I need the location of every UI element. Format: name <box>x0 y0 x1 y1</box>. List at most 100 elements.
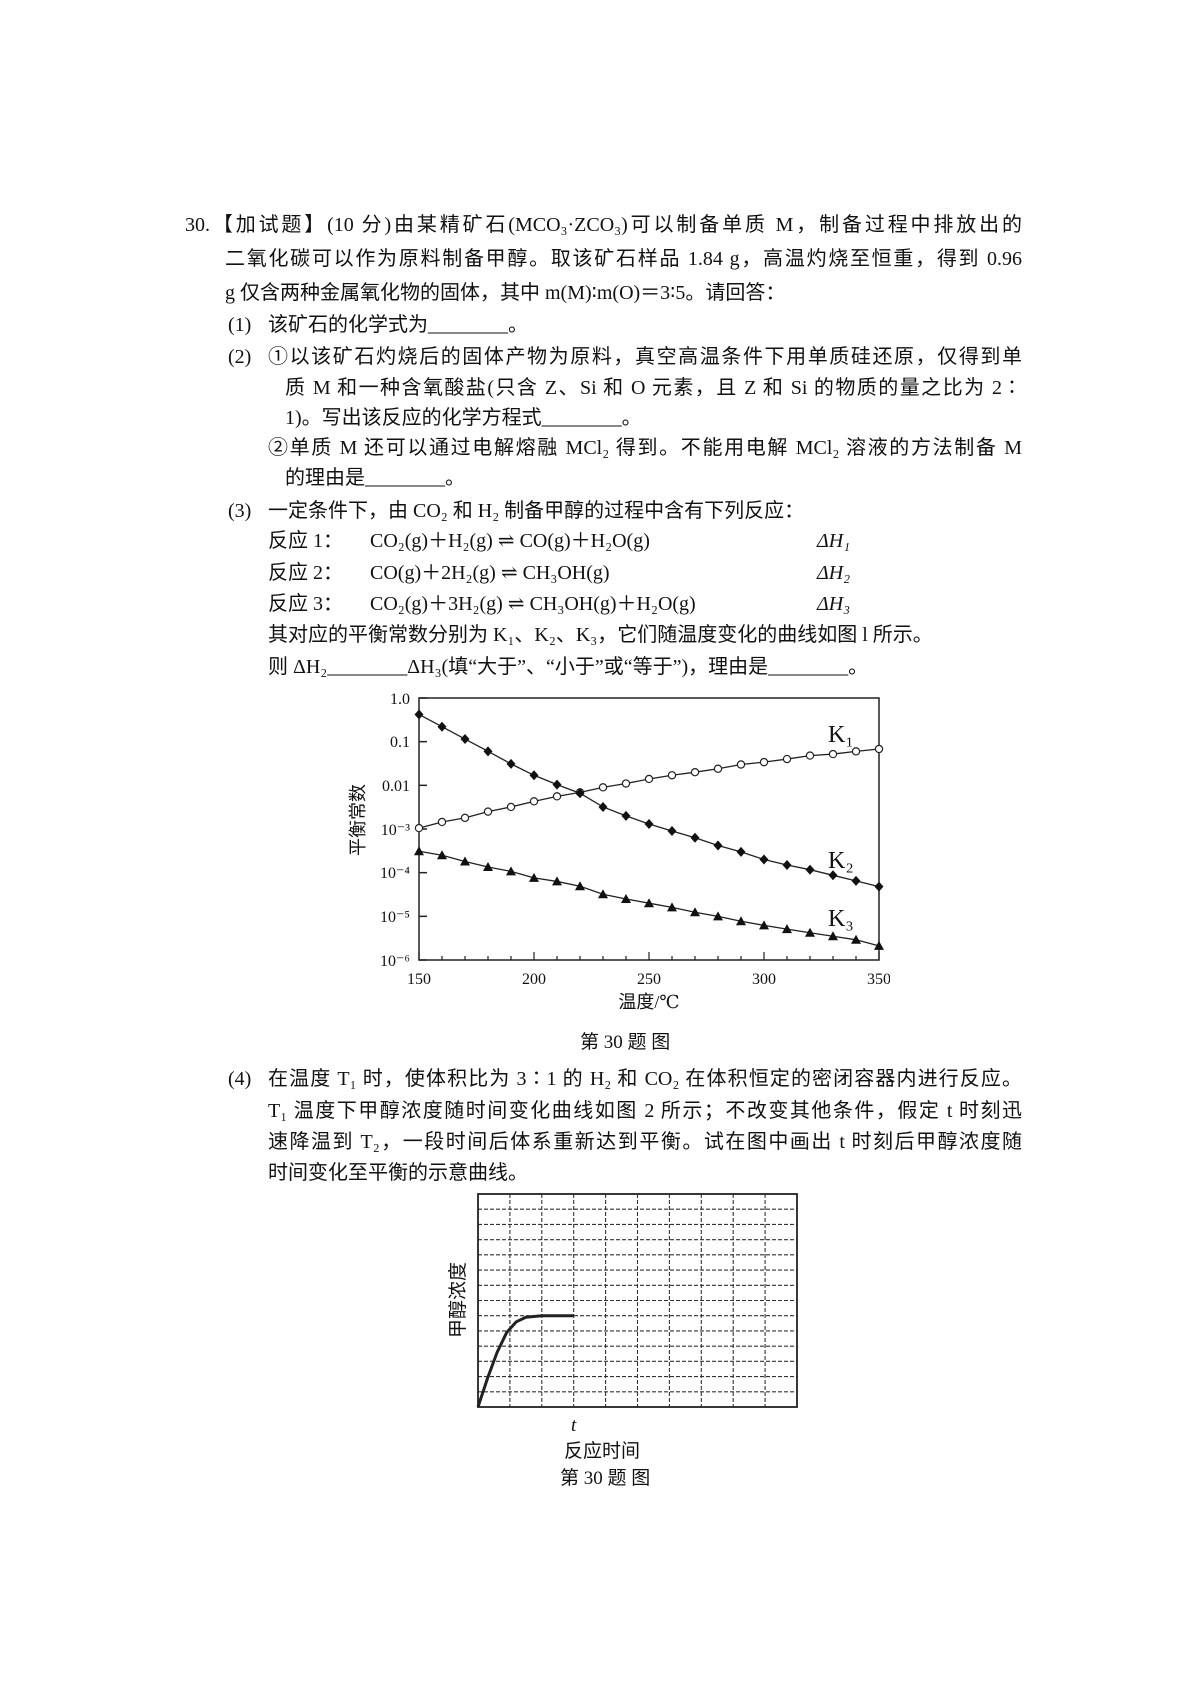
y-axis-label: 平衡常数 <box>348 784 368 856</box>
data-point-k1 <box>621 779 631 788</box>
data-point-k1 <box>483 807 493 816</box>
part4-line: 在温度 T₁ 时，使体积比为 3∶1 的 H₂ 和 CO₂ 在体积恒定的密闭容器… <box>268 1068 1022 1090</box>
reaction-label: 反应 2： <box>268 562 343 584</box>
data-point-k3 <box>805 927 815 937</box>
data-point-k3 <box>483 861 493 871</box>
data-point-k3 <box>552 876 562 886</box>
data-point-k1 <box>506 802 516 812</box>
x-axis-label: 温度/℃ <box>618 992 679 1012</box>
methanol-concentration-grid[interactable]: 甲醇浓度 t 反应时间 <box>440 1185 820 1495</box>
series-line-1 <box>418 748 880 829</box>
data-point-k2 <box>529 770 539 781</box>
data-point-k3 <box>736 916 746 926</box>
reaction-enthalpy: ΔH₂ <box>817 562 851 584</box>
data-point-k1 <box>713 764 723 773</box>
data-point-k3 <box>851 934 861 944</box>
data-point-k3 <box>874 940 884 950</box>
data-point-k2 <box>782 859 792 870</box>
data-point-k2 <box>437 721 447 732</box>
data-point-k2 <box>483 746 493 757</box>
series-label-k1: K₁ <box>828 722 854 748</box>
data-point-k1 <box>552 792 562 801</box>
data-point-k3 <box>506 866 516 876</box>
x-tick-label: 150 <box>407 971 431 988</box>
data-point-k1 <box>782 754 792 764</box>
series-label-k3: K₃ <box>828 906 854 932</box>
data-point-k1 <box>460 813 470 823</box>
part4-line: T₁ 温度下甲醇浓度随时间变化曲线如图 2 所示；不改变其他条件，假定 t 时刻… <box>268 1100 1022 1122</box>
data-point-k3 <box>782 924 792 934</box>
part4-line: 速降温到 T₂，一段时间后体系重新达到平衡。试在图中画出 t 时刻后甲醇浓度随 <box>268 1131 1022 1153</box>
data-point-k2 <box>621 810 631 821</box>
data-point-k2 <box>667 825 677 836</box>
y-tick-label: 10⁻⁶ <box>380 953 410 970</box>
y-tick-label: 0.1 <box>390 734 410 751</box>
data-point-k1 <box>874 744 884 754</box>
data-point-k1 <box>414 823 424 833</box>
y-tick-label: 10⁻⁵ <box>380 909 410 926</box>
part-number: (4) <box>228 1068 252 1090</box>
series-label-k2: K₂ <box>828 848 854 874</box>
data-point-k2 <box>690 832 700 843</box>
part2-line: ①以该矿石灼烧后的固体产物为原料，真空高温条件下用单质硅还原，仅得到单 <box>268 346 1022 368</box>
data-point-k3 <box>667 902 677 912</box>
reaction-enthalpy: ΔH₃ <box>817 593 851 615</box>
part2-line: 的理由是________。 <box>285 467 465 489</box>
part3-line: 则 ΔH₂________ΔH₃(填“大于”、“小于”或“等于”)，理由是___… <box>268 656 869 678</box>
data-point-k3 <box>460 856 470 866</box>
data-point-k3 <box>621 893 631 903</box>
data-point-k2 <box>644 819 654 830</box>
figure-caption: 第 30 题 图 <box>580 1032 671 1053</box>
data-point-k3 <box>644 898 654 908</box>
data-point-k2 <box>414 709 424 720</box>
data-point-k2 <box>460 734 470 745</box>
data-point-k2 <box>828 870 838 881</box>
part2-line: 1)。写出该反应的化学方程式________。 <box>285 407 642 429</box>
reaction-label: 反应 3： <box>268 593 343 615</box>
x-tick-label: 300 <box>752 971 776 988</box>
y-tick-label: 10⁻³ <box>381 822 410 839</box>
question-line: 30.【加试题】(10 分)由某精矿石(MCO₃·ZCO₃)可以制备单质 M，制… <box>185 214 1022 236</box>
data-point-k2 <box>759 854 769 865</box>
reaction-equation: CO(g)＋2H₂(g) ⇌ CH₃OH(g) <box>370 562 610 584</box>
y-tick-label: 1.0 <box>390 691 410 708</box>
figure-caption: 第 30 题 图 <box>560 1468 651 1489</box>
data-point-k2 <box>575 788 585 799</box>
question-line: g 仅含两种金属氧化物的固体，其中 m(M)∶m(O)＝3∶5。请回答： <box>225 282 786 304</box>
equilibrium-constant-chart: 1.0 0.1 0.01 10⁻³ 10⁻⁴ 10⁻⁵ 10⁻⁶ 150 200… <box>348 691 890 1012</box>
data-point-k1 <box>805 751 815 760</box>
question-line: 二氧化碳可以作为原料制备甲醇。取该矿石样品 1.84 g，高温灼烧至恒重，得到 … <box>225 248 1022 270</box>
part3-intro: 一定条件下，由 CO₂ 和 H₂ 制备甲醇的过程中含有下列反应： <box>268 500 805 522</box>
data-point-k1 <box>759 757 769 767</box>
data-point-k2 <box>598 801 608 812</box>
data-point-k1 <box>690 767 700 777</box>
data-point-k3 <box>437 850 447 860</box>
reaction-equation: CO₂(g)＋H₂(g) ⇌ CO(g)＋H₂O(g) <box>370 530 650 552</box>
data-point-k3 <box>713 911 723 921</box>
part4-line: 时间变化至平衡的示意曲线。 <box>268 1162 528 1184</box>
reaction-label: 反应 1： <box>268 530 343 552</box>
part-number: (2) <box>228 346 252 368</box>
data-point-k1 <box>437 817 447 827</box>
data-point-k2 <box>506 758 516 769</box>
part-number: (3) <box>228 500 252 522</box>
data-point-k2 <box>713 840 723 851</box>
data-point-k3 <box>414 846 424 856</box>
series-line-2 <box>418 713 880 888</box>
data-point-k3 <box>828 931 838 941</box>
data-point-k2 <box>552 779 562 790</box>
part-number: (1) <box>228 314 252 336</box>
data-point-k3 <box>529 872 539 882</box>
part1-text: 该矿石的化学式为________。 <box>268 314 528 336</box>
data-point-k1 <box>529 797 539 806</box>
y-tick-label: 10⁻⁴ <box>380 865 410 882</box>
data-point-k3 <box>598 889 608 899</box>
data-point-k3 <box>575 881 585 891</box>
part3-line: 其对应的平衡常数分别为 K₁、K₂、K₃，它们随温度变化的曲线如图 l 所示。 <box>268 624 933 646</box>
data-point-k1 <box>828 749 838 759</box>
methanol-curve <box>476 1314 574 1408</box>
data-point-k1 <box>851 747 861 756</box>
data-point-k1 <box>598 783 608 792</box>
x-axis-label: 反应时间 <box>564 1440 640 1462</box>
data-point-k3 <box>690 907 700 917</box>
